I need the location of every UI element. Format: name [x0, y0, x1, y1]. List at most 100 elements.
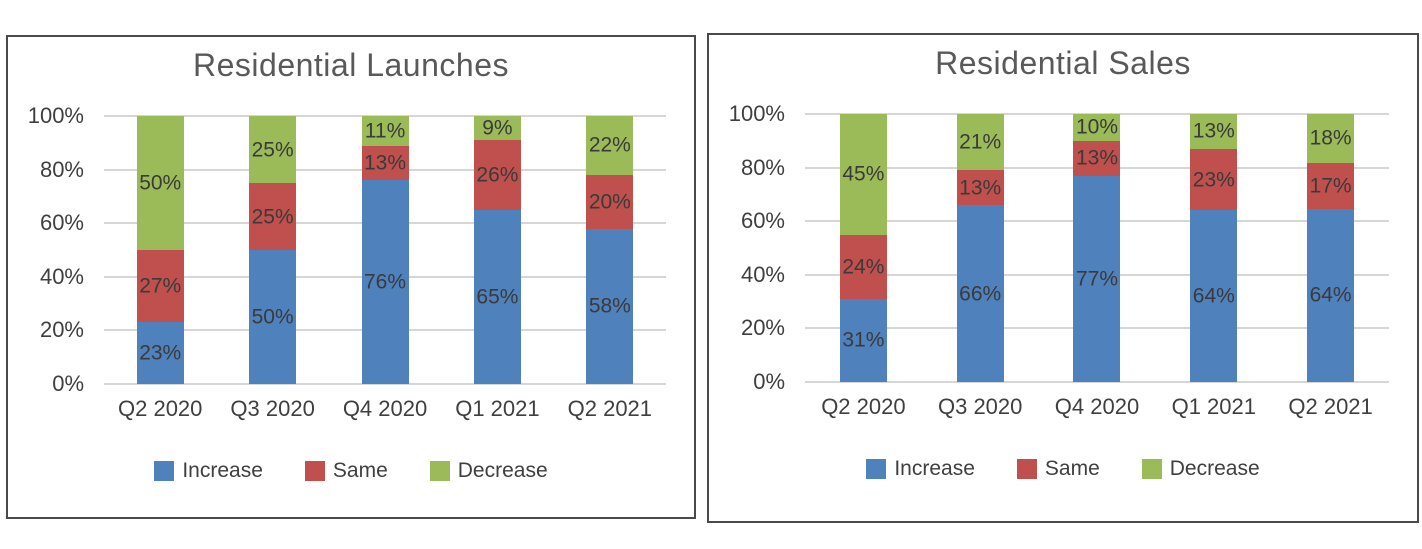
legend-label: Increase: [894, 457, 975, 480]
legend: Increase Same Decrease: [8, 460, 694, 481]
bar-segment-increase: 64%: [1307, 208, 1355, 382]
y-axis-tick: 60%: [740, 208, 785, 234]
x-axis-tick: Q1 2021: [1171, 394, 1256, 419]
bar-segment-decrease: 45%: [839, 114, 887, 235]
bar-segment-increase: 31%: [839, 298, 887, 382]
bar-segment-same: 25%: [249, 183, 297, 250]
plot-area: 23% 27% 50% 50% 25% 25% 76% 13% 11% 65% 26% 9% 58% 20…: [104, 115, 666, 385]
x-axis-tick: Q4 2020: [1054, 394, 1140, 419]
bar-segment-increase: 66%: [956, 205, 1004, 382]
x-axis-tick: Q2 2020: [821, 394, 906, 419]
y-axis-tick: 100%: [27, 103, 84, 128]
gridline: [104, 383, 666, 385]
bar-segment-decrease: 25%: [249, 116, 297, 183]
data-label: 66%: [959, 282, 1002, 306]
legend-item-same: Same: [304, 459, 388, 482]
data-label: 50%: [139, 171, 182, 195]
stacked-bar-q2-2020: 23% 27% 50%: [136, 116, 184, 384]
data-label: 58%: [588, 294, 631, 318]
bar-segment-same: 24%: [839, 234, 887, 299]
data-label: 76%: [364, 270, 407, 294]
legend-swatch-increase: [866, 458, 887, 479]
y-axis-labels: 0% 20% 40% 60% 80% 100%: [8, 105, 94, 395]
data-label: 77%: [1075, 267, 1118, 291]
legend-item-same: Same: [1016, 457, 1100, 480]
data-label: 13%: [1075, 146, 1118, 170]
data-label: 65%: [476, 285, 519, 309]
data-label: 20%: [588, 190, 631, 214]
stacked-bar-q1-2021: 64% 23% 13%: [1190, 114, 1238, 382]
data-label: 18%: [1309, 126, 1352, 150]
bar-cell: 65% 26% 9%: [441, 116, 553, 384]
chart-title: Residential Sales: [935, 45, 1191, 81]
stacked-bar-q4-2020: 77% 13% 10%: [1073, 114, 1121, 382]
bar-segment-increase: 64%: [1190, 210, 1238, 382]
bar-cell: 64% 17% 18%: [1272, 114, 1389, 382]
data-label: 11%: [364, 119, 406, 143]
bar-segment-same: 26%: [473, 140, 521, 210]
data-label: 22%: [588, 133, 631, 157]
legend-label: Same: [1044, 457, 1100, 480]
data-label: 64%: [1192, 284, 1235, 308]
data-label: 13%: [364, 151, 407, 175]
chart-panel-residential-launches: Residential Launches 0% 20% 40% 60% 80% 100% …: [6, 35, 696, 519]
y-axis-tick: 0%: [753, 369, 785, 394]
legend-label: Decrease: [457, 459, 548, 482]
bar-cell: 58% 20% 22%: [554, 116, 666, 384]
chart-panel-residential-sales: Residential Sales 0% 20% 40% 60% 80% 100% 31%…: [707, 33, 1419, 523]
y-axis-tick: 0%: [52, 371, 84, 396]
x-axis-tick: Q2 2020: [118, 396, 203, 421]
y-axis-labels: 0% 20% 40% 60% 80% 100%: [709, 103, 795, 393]
bar-segment-increase: 76%: [361, 180, 409, 384]
x-axis-tick: Q2 2021: [567, 396, 653, 421]
bar-segment-same: 27%: [136, 250, 184, 323]
bar-segment-same: 20%: [586, 174, 634, 229]
bar-segment-increase: 65%: [473, 209, 521, 384]
plot-area: 31% 24% 45% 66% 13% 21% 77% 13% 10% 64% 23% 13% 64% 1…: [805, 113, 1389, 383]
bar-cell: 50% 25% 25%: [216, 116, 328, 384]
x-axis-labels: Q2 2020 Q3 2020 Q4 2020 Q1 2021 Q2 2021: [805, 394, 1389, 420]
bar-segment-same: 17%: [1307, 162, 1355, 209]
bar-segment-decrease: 22%: [586, 116, 634, 175]
legend-item-increase: Increase: [154, 460, 263, 481]
y-axis-tick: 80%: [39, 156, 84, 182]
bar-segment-same: 23%: [1190, 148, 1238, 211]
stacked-bar-q3-2020: 50% 25% 25%: [249, 116, 297, 384]
legend-swatch-same: [1016, 458, 1037, 479]
legend-item-decrease: Decrease: [429, 459, 548, 482]
legend-label: Same: [332, 459, 388, 482]
legend-item-increase: Increase: [866, 458, 975, 479]
bars-layer: 31% 24% 45% 66% 13% 21% 77% 13% 10% 64% 23% 13% 64% 1…: [805, 114, 1389, 382]
x-axis-labels: Q2 2020 Q3 2020 Q4 2020 Q1 2021 Q2 2021: [104, 396, 666, 422]
data-label: 10%: [1075, 115, 1118, 139]
bar-segment-decrease: 10%: [1073, 114, 1121, 141]
data-label: 26%: [476, 163, 519, 187]
bar-cell: 77% 13% 10%: [1039, 114, 1156, 382]
bar-cell: 31% 24% 45%: [805, 114, 922, 382]
bar-segment-increase: 58%: [586, 228, 634, 384]
bar-segment-increase: 77%: [1073, 175, 1121, 382]
data-label: 45%: [842, 162, 885, 186]
bar-segment-decrease: 9%: [473, 116, 521, 141]
bars-layer: 23% 27% 50% 50% 25% 25% 76% 13% 11% 65% 26% 9% 58% 20…: [104, 116, 666, 384]
y-axis-tick: 40%: [740, 261, 785, 287]
x-axis-tick: Q2 2021: [1288, 394, 1373, 419]
stacked-bar-q3-2020: 66% 13% 21%: [956, 114, 1004, 382]
stacked-bar-q2-2021: 64% 17% 18%: [1307, 114, 1355, 382]
bar-segment-increase: 50%: [249, 250, 297, 384]
bar-cell: 23% 27% 50%: [104, 116, 216, 384]
data-label: 9%: [482, 116, 513, 140]
data-label: 64%: [1309, 283, 1352, 307]
legend-label: Increase: [182, 459, 263, 482]
data-label: 13%: [959, 176, 1002, 200]
x-axis-tick: Q3 2020: [937, 394, 1023, 419]
x-axis-tick: Q4 2020: [342, 396, 428, 421]
legend-swatch-decrease: [429, 460, 450, 481]
data-label: 27%: [139, 274, 182, 298]
gridline: [104, 115, 666, 117]
y-axis-tick: 40%: [39, 263, 84, 289]
stacked-bar-q4-2020: 76% 13% 11%: [361, 116, 409, 384]
x-axis-tick: Q1 2021: [455, 396, 540, 421]
y-axis-tick: 80%: [740, 154, 785, 180]
